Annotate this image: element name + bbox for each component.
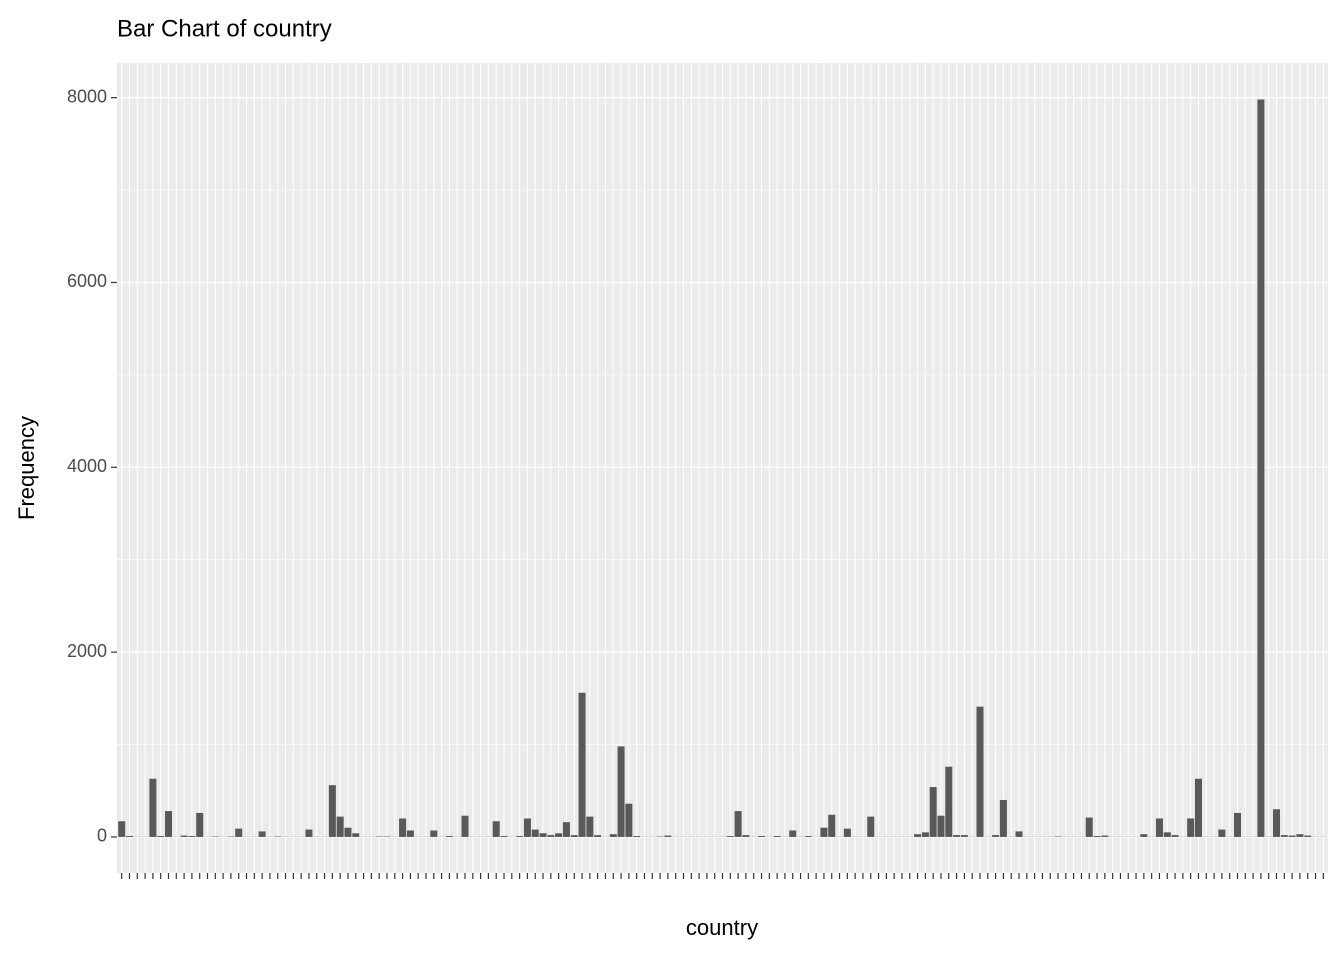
bar: [726, 836, 734, 837]
bar: [664, 835, 672, 837]
y-axis-label: Frequency: [14, 416, 39, 520]
bar: [562, 822, 570, 837]
bar: [492, 821, 500, 837]
y-tick-label: 0: [97, 826, 107, 846]
bar: [539, 833, 547, 837]
bar: [1296, 834, 1304, 837]
bar: [196, 812, 204, 837]
bar: [547, 835, 555, 837]
bar: [188, 836, 196, 837]
bar: [945, 766, 953, 837]
bar: [625, 803, 633, 837]
bar: [1257, 99, 1265, 837]
bar: [1304, 835, 1312, 837]
bar: [633, 836, 641, 837]
bar: [531, 829, 539, 837]
bar: [789, 830, 797, 837]
bar: [430, 830, 438, 837]
bar: [820, 827, 828, 837]
bar: [734, 811, 742, 837]
bar: [1140, 834, 1148, 837]
bar: [586, 816, 594, 837]
bar: [578, 692, 586, 837]
bar: [328, 785, 336, 837]
bar: [157, 836, 165, 837]
bar: [773, 836, 781, 837]
y-tick-label: 6000: [67, 271, 107, 291]
bar: [149, 778, 157, 837]
bar: [867, 816, 875, 837]
bar: [609, 834, 617, 837]
bar: [1093, 836, 1101, 837]
bar: [1218, 829, 1226, 837]
bar: [235, 828, 243, 837]
bar: [352, 833, 360, 837]
bar: [461, 815, 469, 837]
bar: [1155, 818, 1163, 837]
bar: [118, 821, 126, 837]
bar: [758, 836, 766, 837]
chart-title: Bar Chart of country: [117, 15, 332, 42]
bar: [1015, 831, 1023, 837]
bar: [406, 830, 414, 837]
bar: [1288, 835, 1296, 837]
y-tick-label: 4000: [67, 456, 107, 476]
bar: [305, 829, 313, 837]
bar: [960, 835, 968, 837]
bar: [523, 818, 531, 837]
bar: [336, 816, 344, 837]
bar: [843, 828, 851, 837]
bar: [164, 811, 173, 837]
bar: [125, 836, 133, 837]
bar: [929, 787, 937, 837]
y-tick-label: 2000: [67, 641, 107, 661]
x-axis-label: country: [686, 915, 758, 940]
bar: [258, 831, 266, 837]
bar: [500, 836, 508, 837]
bar: [180, 835, 188, 837]
bar: [1163, 832, 1171, 837]
bar: [937, 815, 945, 837]
bar: [999, 799, 1007, 837]
bar: [742, 835, 750, 837]
bar: [1085, 817, 1093, 837]
bar: [976, 706, 984, 837]
bar: [914, 834, 922, 837]
bar: [1233, 812, 1241, 837]
y-tick-label: 8000: [67, 86, 107, 106]
bar: [1272, 809, 1281, 837]
bar: [953, 835, 961, 837]
bar: [445, 836, 453, 837]
bar: [555, 833, 563, 837]
bar: [1171, 835, 1179, 837]
bar: [804, 836, 812, 837]
bar: [399, 818, 407, 837]
bar: [516, 836, 524, 837]
bar: [1187, 818, 1195, 837]
bar: [1101, 835, 1109, 837]
bar: [828, 814, 836, 837]
bar: [992, 835, 1000, 837]
bar: [617, 746, 625, 837]
bar: [921, 832, 929, 837]
bar: [344, 827, 352, 837]
bar: [594, 835, 602, 837]
bar: [570, 835, 578, 837]
bar: [1194, 778, 1202, 837]
bar: [1280, 835, 1288, 837]
